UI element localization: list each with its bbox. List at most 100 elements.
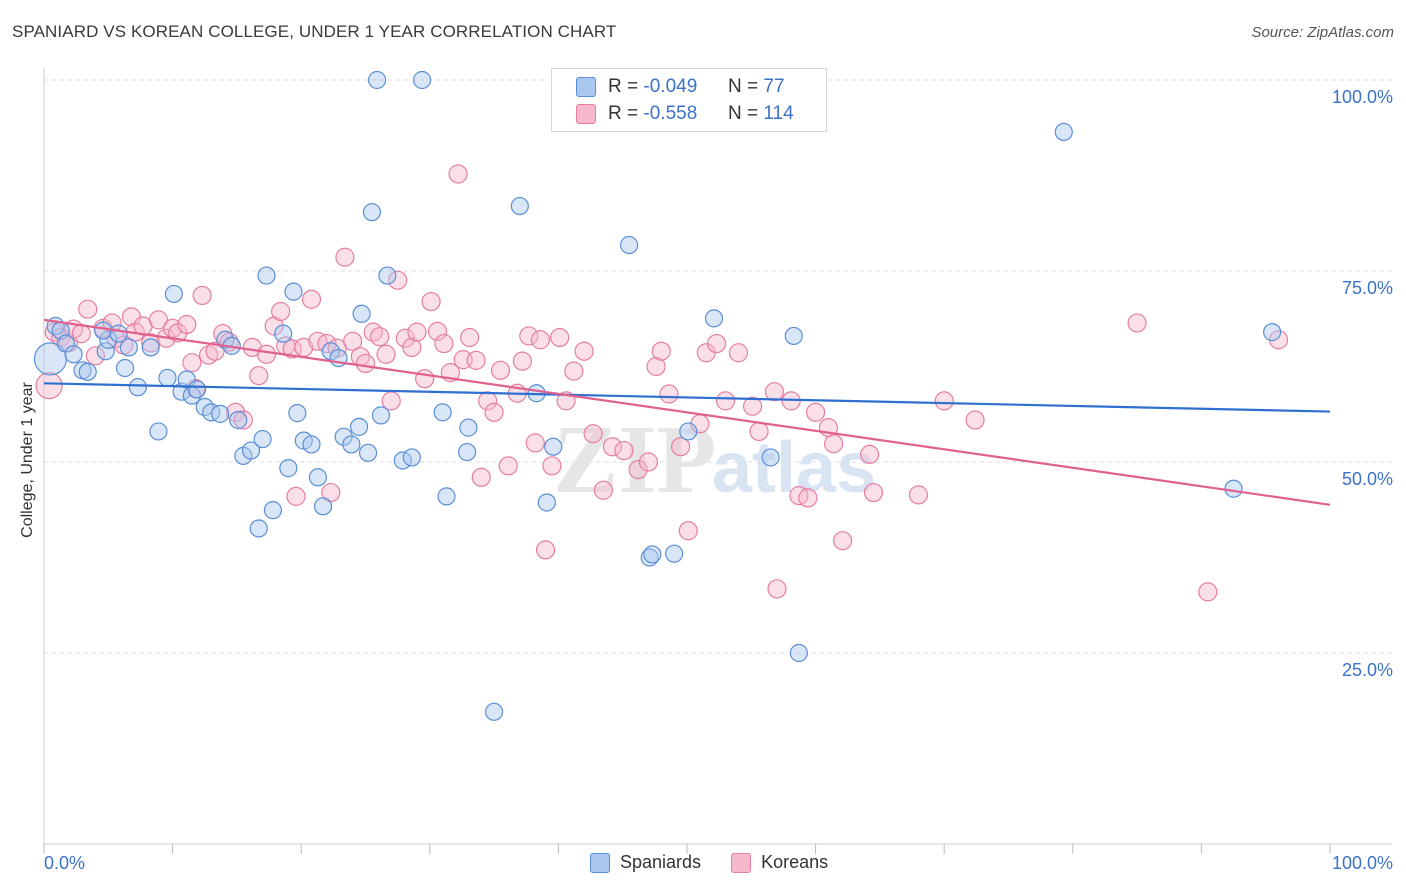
legend-row-koreans: R = -0.558 N = 114 xyxy=(576,100,794,128)
korean-point xyxy=(148,310,169,330)
korean-point xyxy=(728,343,749,363)
spaniard-point xyxy=(202,403,221,422)
korean-point xyxy=(628,460,648,480)
legend-n-value: 77 xyxy=(763,76,785,97)
spaniard-point xyxy=(620,235,639,255)
korean-point xyxy=(1198,582,1218,602)
spaniard-point xyxy=(284,282,303,301)
korean-point xyxy=(525,433,545,453)
korean-point xyxy=(863,482,884,503)
axes xyxy=(43,68,1392,854)
korean-point xyxy=(71,324,91,344)
korean-point xyxy=(659,384,679,404)
spaniard-point xyxy=(485,702,504,721)
spaniard-point xyxy=(402,448,421,467)
legend-n-label: N = xyxy=(728,103,759,124)
spaniard-point xyxy=(643,545,662,564)
legend-r-value: -0.049 xyxy=(643,76,698,97)
spaniard-point xyxy=(279,459,298,478)
korean-point xyxy=(530,330,550,350)
spaniard-point xyxy=(352,304,371,323)
legend-swatch-spaniards xyxy=(590,852,610,873)
korean-point xyxy=(192,285,212,306)
legend-r-label: R = xyxy=(608,76,639,97)
spaniard-point xyxy=(321,342,340,361)
stats-legend: R = -0.049 N = 77 R = -0.558 N = 114 xyxy=(551,68,827,132)
spaniard-point xyxy=(141,338,160,357)
spaniard-point xyxy=(459,418,478,437)
series-spaniards xyxy=(33,70,1282,721)
korean-point xyxy=(742,396,763,416)
korean-point xyxy=(35,372,63,400)
korean-point xyxy=(415,369,435,389)
legend-item-spaniards[interactable]: Spaniards xyxy=(590,852,701,873)
spaniard-point xyxy=(128,378,147,397)
watermark-zip: ZIP xyxy=(553,406,716,514)
korean-point xyxy=(460,327,480,348)
korean-point xyxy=(824,434,844,454)
korean-point xyxy=(355,353,376,374)
spaniard-point xyxy=(640,548,659,567)
korean-point xyxy=(706,333,727,354)
legend-item-koreans[interactable]: Koreans xyxy=(731,852,828,873)
spaniard-point xyxy=(249,519,268,538)
korean-point xyxy=(512,351,532,371)
korean-point xyxy=(402,337,422,357)
korean-point xyxy=(427,321,448,341)
x-tick-label: 0.0% xyxy=(44,853,85,873)
spaniard-point xyxy=(367,70,387,90)
spaniard-point xyxy=(158,368,177,388)
spaniard-point xyxy=(274,324,293,343)
spaniard-point xyxy=(253,429,272,449)
legend-label-spaniards: Spaniards xyxy=(620,852,702,872)
spaniard-point xyxy=(665,544,684,563)
spaniard-point xyxy=(358,443,378,462)
korean-point xyxy=(593,480,614,500)
korean-point xyxy=(614,440,634,461)
korean-point xyxy=(484,402,504,422)
spaniard-point xyxy=(349,417,369,436)
korean-point xyxy=(833,531,853,551)
spaniard-point xyxy=(164,284,183,304)
korean-point xyxy=(388,270,408,290)
korean-point xyxy=(249,366,269,386)
legend-r-label: R = xyxy=(608,103,639,124)
korean-point xyxy=(965,410,985,430)
korean-point xyxy=(764,382,785,402)
korean-point xyxy=(908,485,929,505)
trend-lines xyxy=(43,318,1331,506)
korean-point xyxy=(860,444,880,464)
chart-title: SPANIARD VS KOREAN COLLEGE, UNDER 1 YEAR… xyxy=(12,22,617,41)
korean-point xyxy=(421,291,441,312)
spaniard-point xyxy=(119,338,138,357)
korean-point xyxy=(646,356,666,377)
spaniard-point xyxy=(433,403,452,422)
korean-point xyxy=(651,341,671,361)
korean-point xyxy=(535,540,556,560)
spaniard-point xyxy=(704,309,724,328)
spaniard-point xyxy=(99,330,118,349)
korean-point xyxy=(767,579,787,599)
series-koreans xyxy=(35,164,1289,602)
legend-swatch-koreans xyxy=(731,852,752,873)
spaniard-point xyxy=(241,441,261,460)
spaniard-point xyxy=(334,427,353,446)
korean-point xyxy=(519,326,539,346)
gridlines xyxy=(44,79,1392,654)
spaniard-point xyxy=(1224,479,1243,498)
spaniard-point xyxy=(257,266,276,285)
spaniard-point xyxy=(371,406,391,425)
spaniard-point xyxy=(78,362,97,381)
korean-point xyxy=(805,402,826,422)
korean-point xyxy=(550,327,570,348)
korean-point xyxy=(407,322,427,342)
y-tick-label: 100.0% xyxy=(1332,87,1393,107)
spaniard-point xyxy=(302,435,321,454)
korean-point xyxy=(602,437,623,457)
legend-n-value: 114 xyxy=(763,103,794,124)
korean-point xyxy=(478,391,498,411)
spaniard-point xyxy=(149,422,168,441)
legend-n-label: N = xyxy=(728,76,759,97)
legend-label-koreans: Koreans xyxy=(761,852,829,872)
